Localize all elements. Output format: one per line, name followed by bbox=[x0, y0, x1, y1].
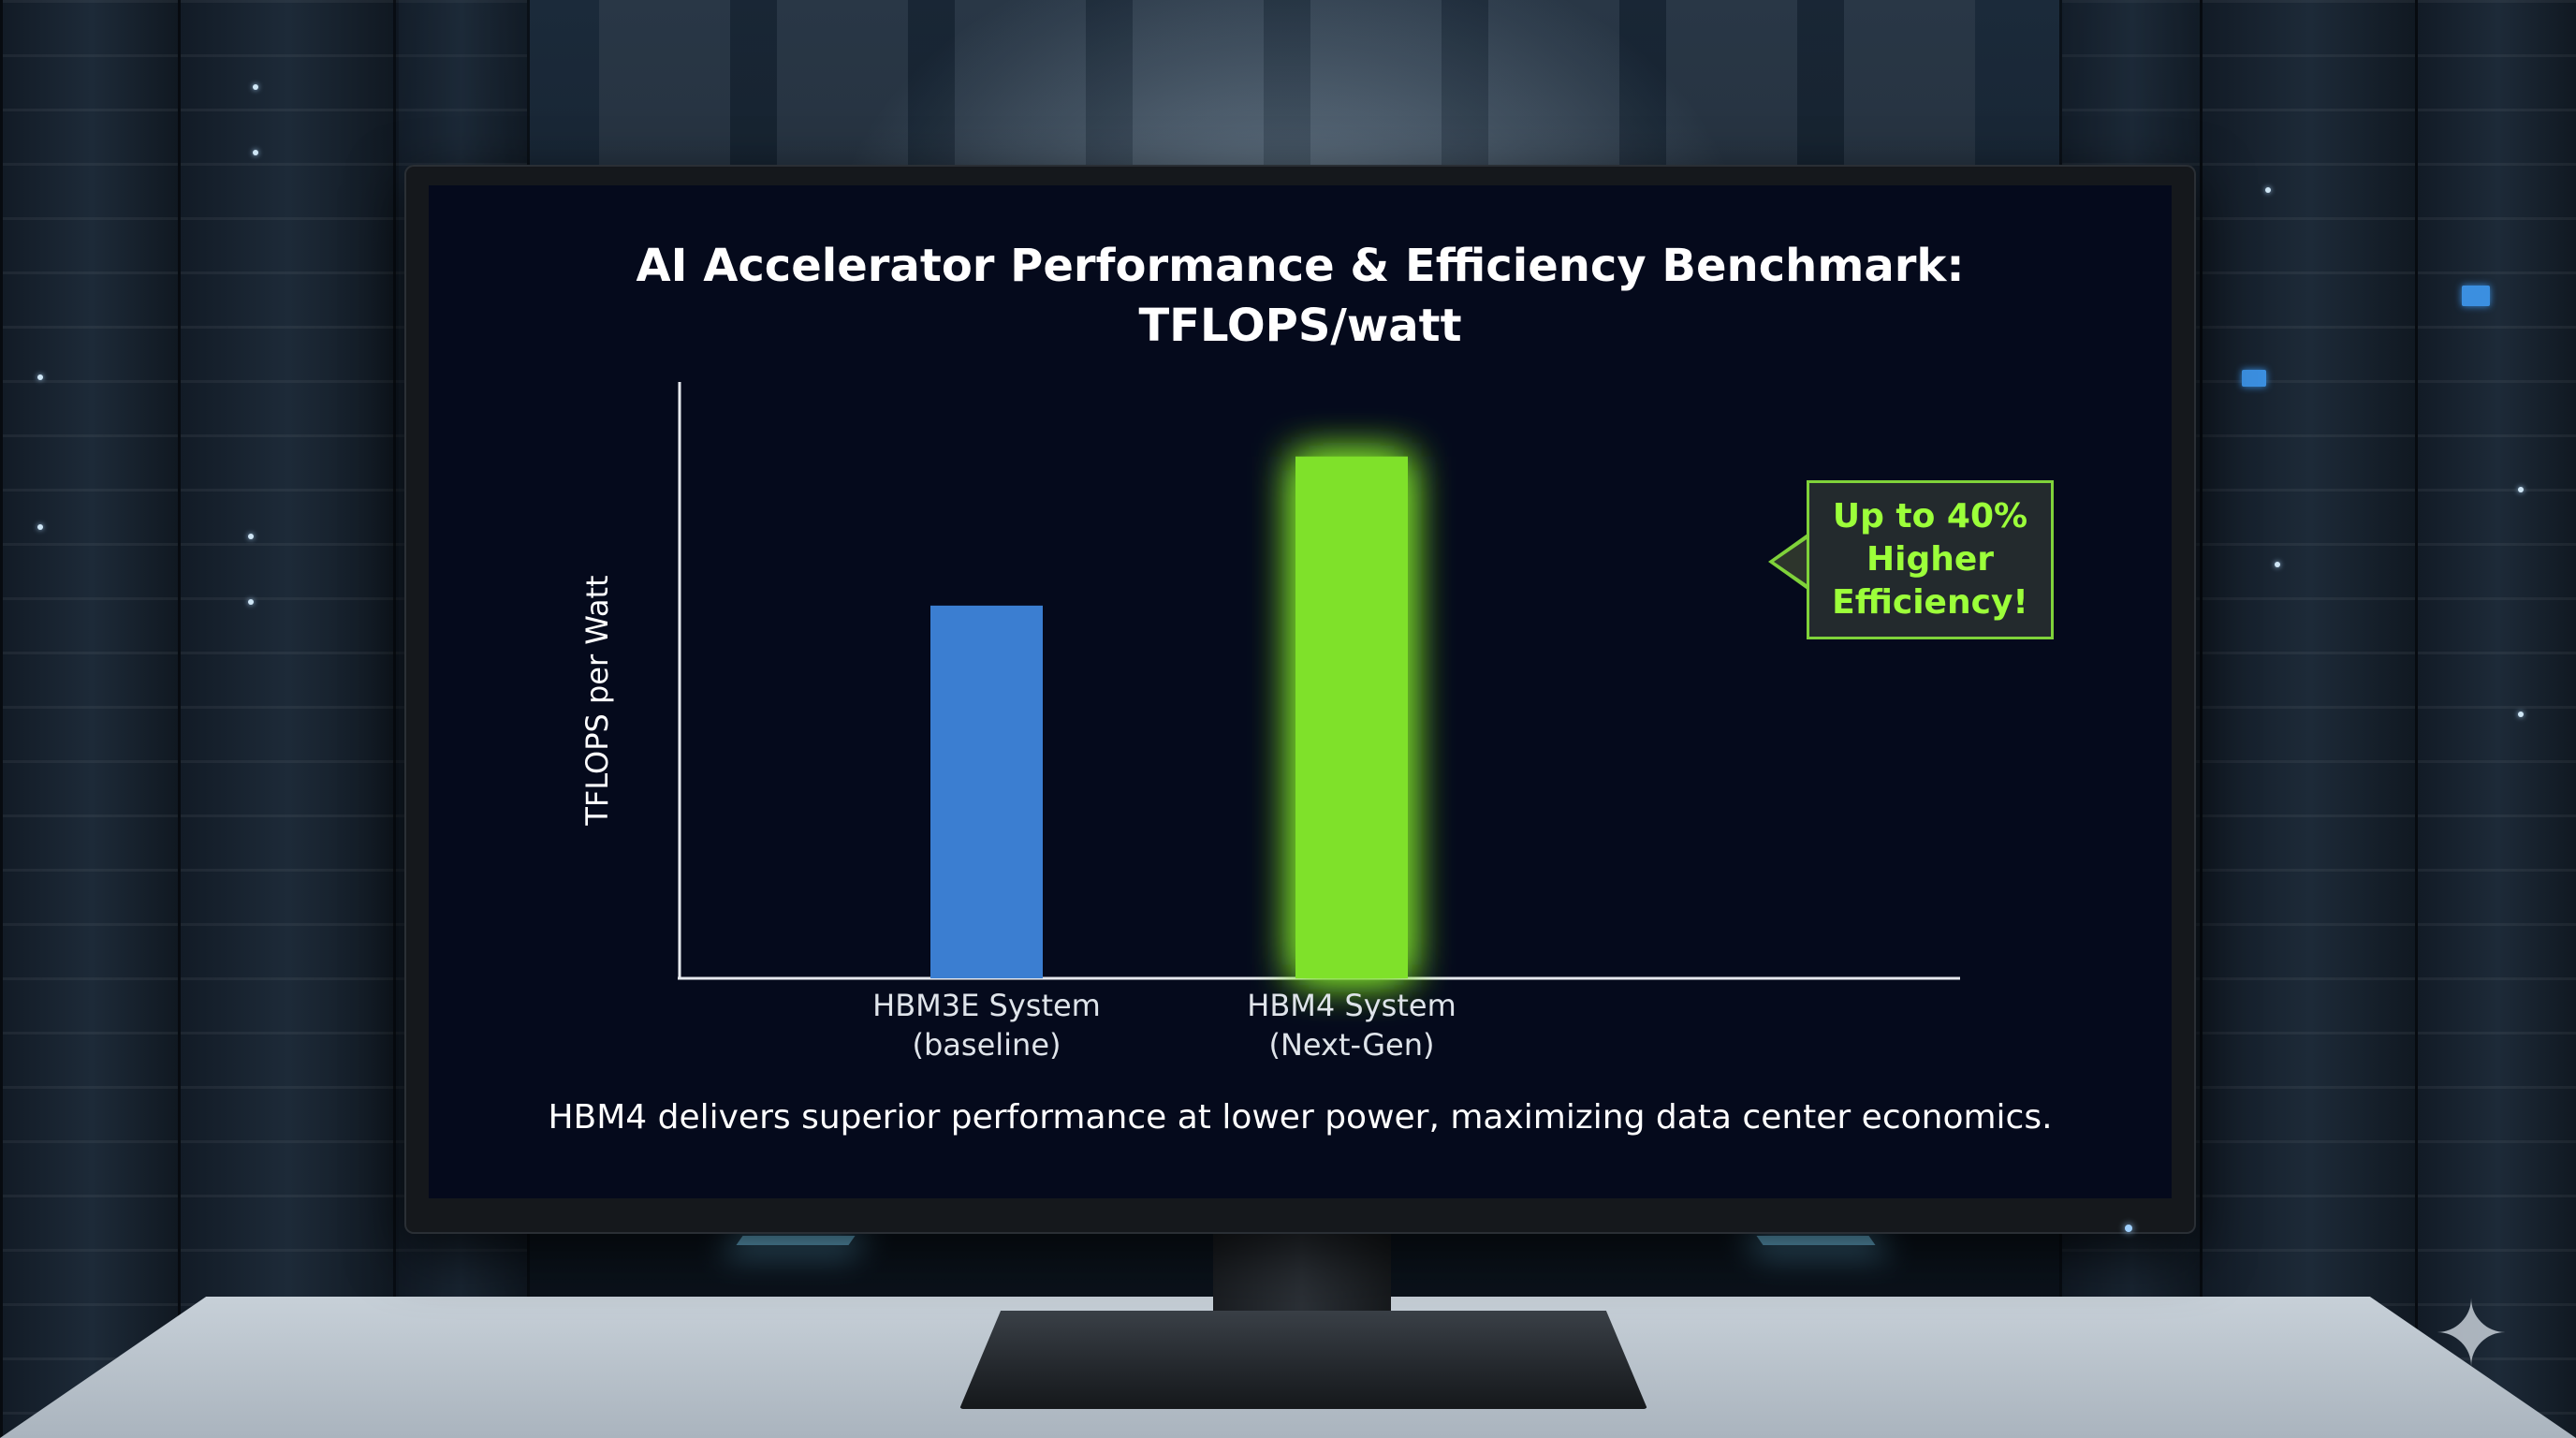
ceiling-lights bbox=[599, 0, 1975, 187]
rack-led bbox=[2265, 187, 2271, 193]
server-rack bbox=[2415, 0, 2576, 1438]
monitor-stand-neck bbox=[1213, 1234, 1391, 1323]
x-tick-label: HBM3E System (baseline) bbox=[837, 986, 1136, 1064]
callout-line: Higher bbox=[1866, 540, 1995, 579]
x-tick-line2: (Next-Gen) bbox=[1268, 1027, 1435, 1063]
rack-led bbox=[253, 150, 258, 155]
x-tick-line1: HBM4 System bbox=[1247, 988, 1456, 1023]
server-rack bbox=[178, 0, 399, 1438]
monitor-screen: AI Accelerator Performance & Efficiency … bbox=[429, 185, 2172, 1198]
rack-led bbox=[248, 534, 254, 539]
bar-plot bbox=[678, 382, 1960, 980]
efficiency-callout: Up to 40% Higher Efficiency! bbox=[1807, 480, 2054, 639]
floor-light bbox=[1756, 1236, 1876, 1245]
x-tick-line2: (baseline) bbox=[912, 1027, 1061, 1063]
server-rack bbox=[2200, 0, 2421, 1438]
bar-hbm4 bbox=[1295, 456, 1408, 978]
sparkle-icon: ✦ bbox=[2433, 1282, 2510, 1387]
monitor: AI Accelerator Performance & Efficiency … bbox=[404, 165, 2196, 1234]
callout-line: Up to 40% bbox=[1832, 497, 2028, 536]
x-tick-label: HBM4 System (Next-Gen) bbox=[1202, 986, 1501, 1064]
rack-indicator-light bbox=[2462, 286, 2490, 306]
monitor-stand-base bbox=[959, 1311, 1647, 1409]
callout-line: Efficiency! bbox=[1832, 583, 2028, 622]
rack-led bbox=[2518, 712, 2524, 717]
server-rack bbox=[0, 0, 183, 1438]
floor-light bbox=[736, 1236, 856, 1245]
rack-led bbox=[2518, 487, 2524, 492]
chart-footnote: HBM4 delivers superior performance at lo… bbox=[548, 1098, 2053, 1137]
bar-hbm3e bbox=[930, 605, 1043, 978]
rack-led bbox=[248, 599, 254, 605]
chart-subtitle: TFLOPS/watt bbox=[1138, 300, 1462, 352]
chart-title: AI Accelerator Performance & Efficiency … bbox=[636, 240, 1965, 292]
callout-pointer-fill bbox=[1774, 537, 1809, 586]
rack-led bbox=[37, 374, 43, 380]
power-indicator bbox=[2125, 1225, 2132, 1232]
rack-led bbox=[37, 524, 43, 530]
rack-indicator-light bbox=[2242, 370, 2266, 387]
rack-led bbox=[2275, 562, 2280, 567]
x-tick-line1: HBM3E System bbox=[872, 988, 1101, 1023]
rack-led bbox=[253, 84, 258, 90]
